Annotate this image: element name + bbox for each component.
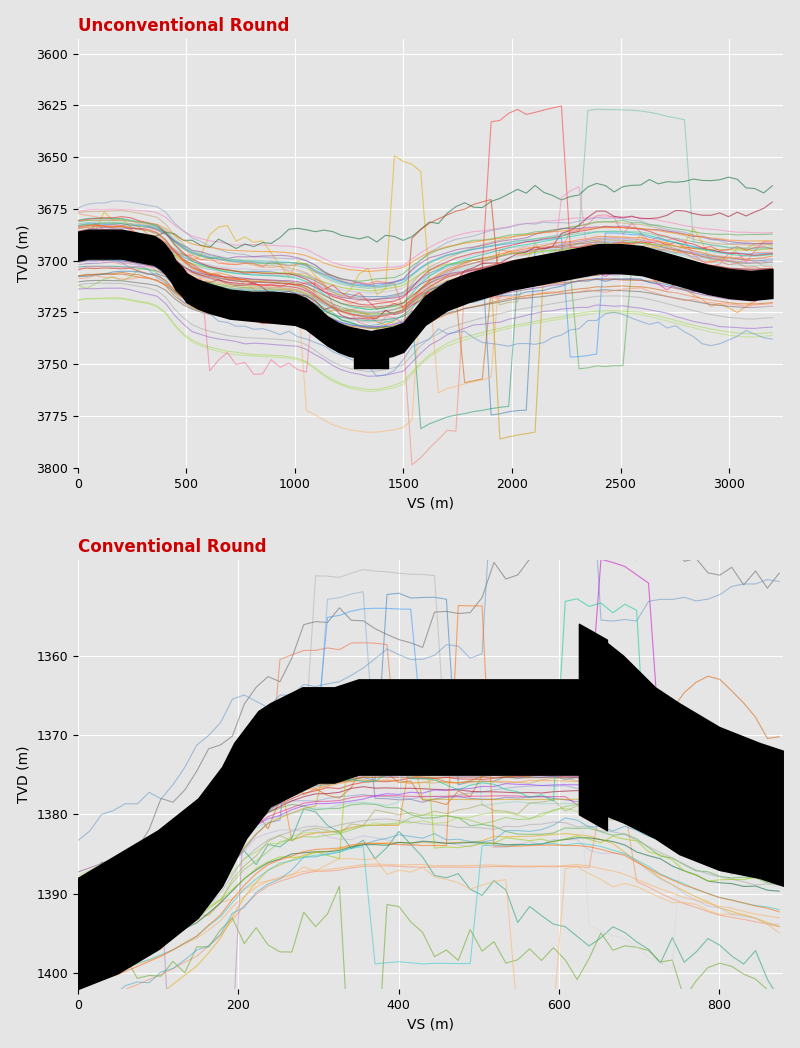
X-axis label: VS (m): VS (m) <box>407 496 454 510</box>
Text: Conventional Round: Conventional Round <box>78 538 266 555</box>
Y-axis label: TVD (m): TVD (m) <box>17 224 30 282</box>
X-axis label: VS (m): VS (m) <box>407 1018 454 1031</box>
Text: Unconventional Round: Unconventional Round <box>78 17 289 35</box>
Y-axis label: TVD (m): TVD (m) <box>17 746 30 804</box>
